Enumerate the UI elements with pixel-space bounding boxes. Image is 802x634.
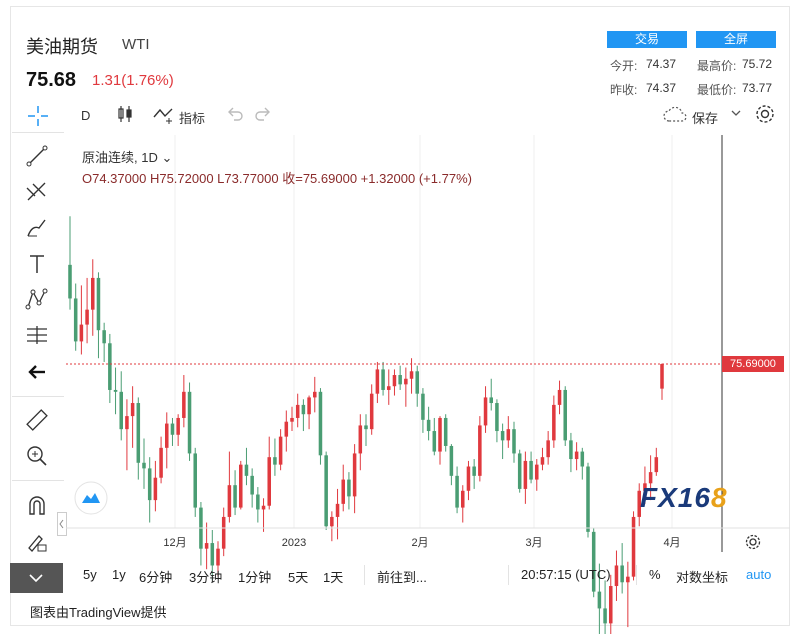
chevron-down-icon[interactable]: ⌄ [161,150,173,165]
range-3min[interactable]: 3分钟 [189,570,223,585]
redo-icon[interactable] [254,106,272,127]
price-change: 1.31(1.76%) [92,72,174,89]
bottombar-divider [636,565,637,585]
collapse-sidebar-icon[interactable] [57,512,67,541]
goto-date-button[interactable]: 前往到... [377,570,427,585]
collapse-toolbar-icon[interactable] [10,563,63,593]
chart-widget [10,6,790,626]
measure-icon[interactable] [25,323,49,352]
undo-icon[interactable] [226,106,244,127]
series-name[interactable]: 原油连续, 1D ⌄ [82,150,173,165]
toolbar-divider [12,396,64,397]
magnet-icon[interactable] [25,494,49,523]
auto-scale-toggle[interactable]: auto [746,567,772,582]
pattern-icon[interactable] [25,287,49,316]
open-value: 74.37 [646,57,677,71]
last-price: 75.68 [26,69,77,91]
cloud-save-icon[interactable] [662,105,688,130]
range-5d[interactable]: 5天 [288,570,309,585]
ruler-icon[interactable] [25,408,49,437]
open-label: 今开: [610,59,638,73]
settings-icon[interactable] [754,103,776,130]
low-label: 最低价: [697,83,737,97]
fullscreen-button[interactable]: 全屏 [696,31,776,48]
fx168-logo: FX168 [640,482,728,513]
low-value: 73.77 [742,81,773,95]
instrument-title: 美油期货 [26,37,98,57]
range-6min[interactable]: 6分钟 [139,570,173,585]
crosshair-icon[interactable] [26,104,50,133]
bottombar-divider [508,565,509,585]
chevron-down-icon[interactable] [730,106,742,125]
fib-retracement-icon[interactable] [25,180,49,209]
toolbar-divider [12,132,64,133]
prev-close-label: 昨收: [610,83,638,97]
interval-selector[interactable]: D [81,108,91,123]
high-value: 75.72 [742,57,773,71]
indicators-icon[interactable] [152,105,176,130]
attribution: 图表由TradingView提供 [30,605,167,620]
high-label: 最高价: [697,59,737,73]
time-axis-settings-icon[interactable] [744,533,762,556]
instrument-symbol: WTI [122,36,150,53]
candlestick-icon[interactable] [116,104,134,129]
text-tool-icon[interactable] [25,252,49,281]
timezone-clock[interactable]: 20:57:15 (UTC) [521,567,611,582]
trade-button[interactable]: 交易 [607,31,687,48]
percent-toggle[interactable]: % [649,567,661,582]
back-arrow-icon[interactable] [25,360,49,389]
range-1min[interactable]: 1分钟 [238,570,272,585]
zoom-in-icon[interactable] [25,444,49,473]
tradingview-logo-icon[interactable] [74,481,108,520]
bottombar-divider [364,565,365,585]
ohlc-readout: O74.37000 H75.72000 L73.77000 收=75.69000… [82,171,472,186]
log-scale-toggle[interactable]: 对数坐标 [676,570,729,585]
prev-close-value: 74.37 [646,81,677,95]
toolbar-divider [12,480,64,481]
last-price-label: 75.69000 [722,356,784,372]
range-5y[interactable]: 5y [83,567,97,582]
trendline-icon[interactable] [25,144,49,173]
lock-drawing-icon[interactable] [25,530,49,559]
range-1y[interactable]: 1y [112,567,126,582]
range-1d[interactable]: 1天 [323,570,344,585]
save-label[interactable]: 保存 [692,111,719,126]
indicators-label[interactable]: 指标 [179,111,206,126]
brush-icon[interactable] [25,216,49,245]
